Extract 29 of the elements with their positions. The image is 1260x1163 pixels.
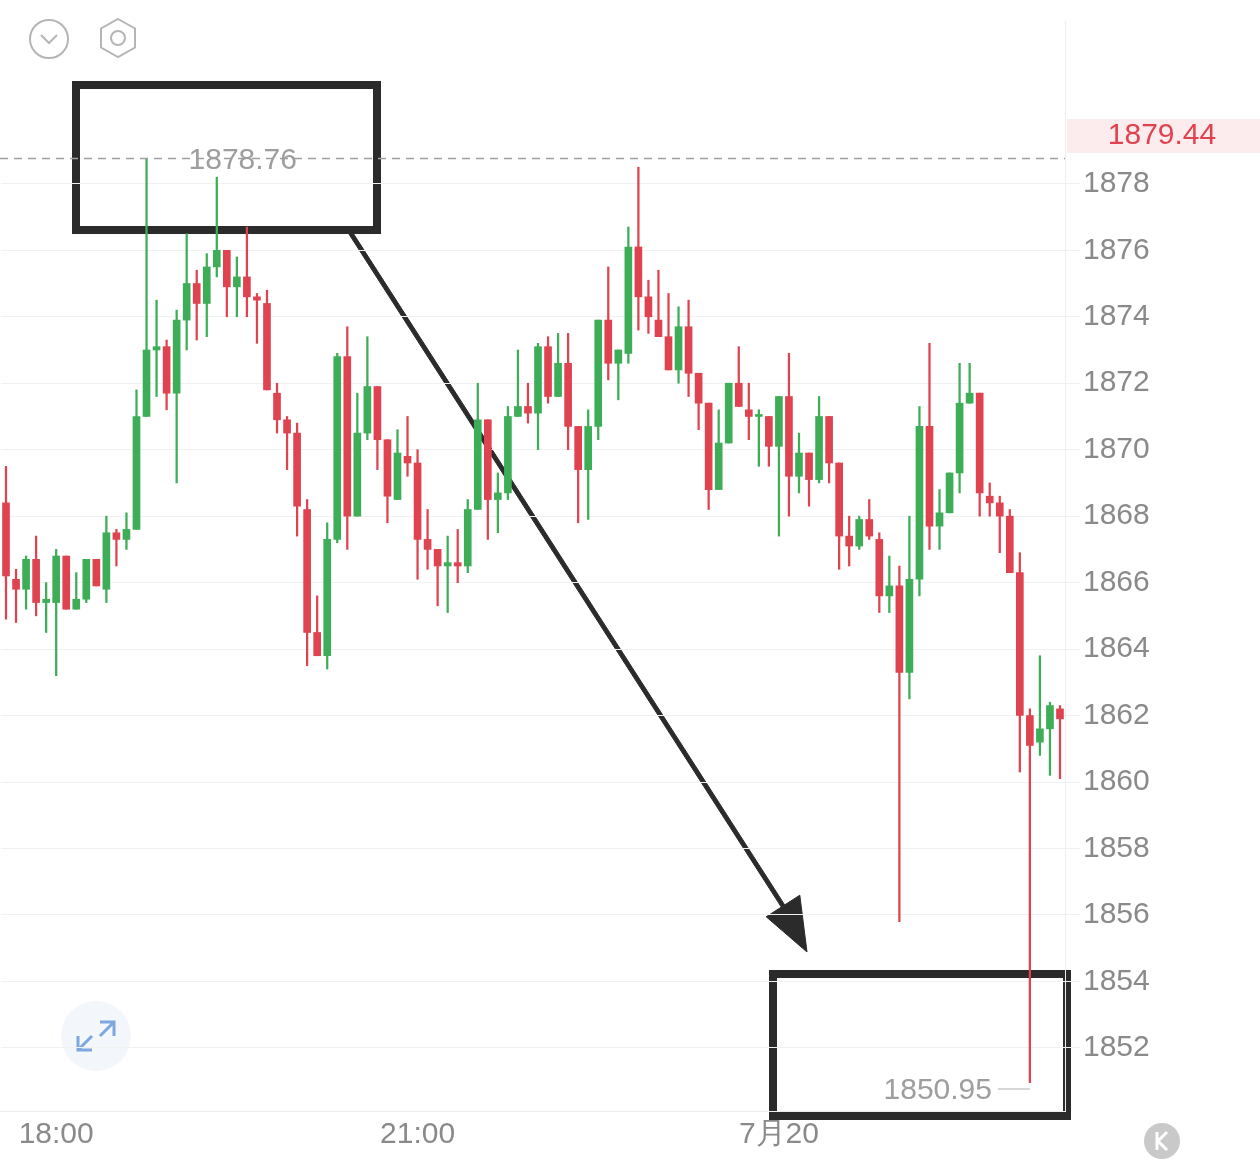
candlestick: [122, 512, 131, 550]
y-tick-label: 1866: [1082, 563, 1150, 597]
y-tick-label: 1860: [1082, 763, 1150, 797]
candlestick: [634, 166, 643, 331]
x-tick-label: 7月20: [738, 1116, 819, 1150]
candlestick: [112, 529, 121, 567]
candlestick: [895, 565, 904, 922]
candlestick: [654, 269, 663, 338]
x-tick-label: 18:00: [18, 1116, 94, 1150]
annotation: 1878.76: [188, 141, 297, 175]
candlestick: [935, 489, 944, 550]
y-tick-label: 1876: [1082, 231, 1150, 265]
y-tick-label: 1874: [1082, 298, 1150, 332]
y-tick-label: 1858: [1082, 829, 1150, 863]
candlestick: [142, 158, 151, 417]
candlestick: [152, 299, 161, 397]
y-tick-label: 1868: [1082, 497, 1150, 531]
text: 1879.44: [1107, 117, 1217, 151]
y-tick-label: 1862: [1082, 696, 1150, 730]
y-tick-label: 1872: [1082, 364, 1150, 398]
y-tick-label: 1856: [1082, 896, 1150, 930]
y-tick-label: 1854: [1082, 962, 1150, 996]
annotation: 1850.95: [883, 1072, 992, 1106]
y-tick-label: 1870: [1082, 430, 1150, 464]
y-tick-label: 1864: [1082, 630, 1150, 664]
candlestick: [423, 509, 432, 570]
y-tick-label: 1852: [1082, 1029, 1150, 1063]
x-tick-label: 21:00: [380, 1116, 456, 1150]
y-tick-label: 1878: [1082, 165, 1150, 199]
